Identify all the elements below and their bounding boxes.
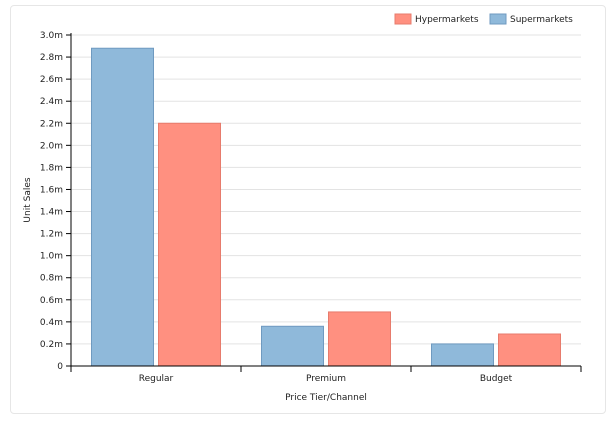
grid-lines xyxy=(71,34,581,345)
y-tick-label: 0.4m xyxy=(40,318,63,328)
x-axis: Regular Premium Budget xyxy=(70,365,582,384)
y-tick-label: 1.4m xyxy=(40,208,63,218)
y-tick-label: 1.2m xyxy=(40,230,63,240)
x-tick-label: Regular xyxy=(139,374,174,384)
bar-supermarkets-premium xyxy=(261,325,324,367)
y-tick-label: 1.8m xyxy=(40,163,63,173)
bar-hypermarkets-budget xyxy=(498,333,561,367)
legend[interactable]: Hypermarkets Supermarkets xyxy=(394,13,573,25)
x-axis-title: Price Tier/Channel xyxy=(285,393,367,403)
y-tick-label: 2.4m xyxy=(40,97,63,107)
y-tick-label: 0.2m xyxy=(40,340,63,350)
y-tick-label: 0 xyxy=(57,362,63,372)
y-tick-label: 0.8m xyxy=(40,274,63,284)
legend-label: Hypermarkets xyxy=(415,15,479,25)
y-tick-label: 1.6m xyxy=(40,185,63,195)
y-axis-title: Unit Sales xyxy=(23,177,33,222)
x-tick-label: Premium xyxy=(306,374,346,384)
x-tick-label: Budget xyxy=(480,374,513,384)
bar-supermarkets-regular xyxy=(91,47,154,367)
y-tick-label: 0.6m xyxy=(40,296,63,306)
y-tick-label: 2.8m xyxy=(40,53,63,63)
bar-hypermarkets-premium xyxy=(328,311,391,367)
y-tick-label: 3.0m xyxy=(40,31,63,41)
bars xyxy=(91,47,561,367)
y-tick-label: 1.0m xyxy=(40,252,63,262)
legend-swatch xyxy=(489,13,507,25)
legend-item-supermarkets[interactable]: Supermarkets xyxy=(489,13,573,25)
y-axis: 0 0.2m 0.4m 0.6m 0.8m 1.0m 1.2m 1.4m 1.6m 1.8m 2.0… xyxy=(40,31,72,372)
y-tick-label: 2.2m xyxy=(40,119,63,129)
y-tick-label: 2.0m xyxy=(40,141,63,151)
legend-label: Supermarkets xyxy=(510,15,573,25)
bar-supermarkets-budget xyxy=(431,343,494,367)
bar-hypermarkets-regular xyxy=(158,122,221,367)
y-tick-label: 2.6m xyxy=(40,75,63,85)
legend-item-hypermarkets[interactable]: Hypermarkets xyxy=(394,13,479,25)
legend-swatch xyxy=(394,13,412,25)
